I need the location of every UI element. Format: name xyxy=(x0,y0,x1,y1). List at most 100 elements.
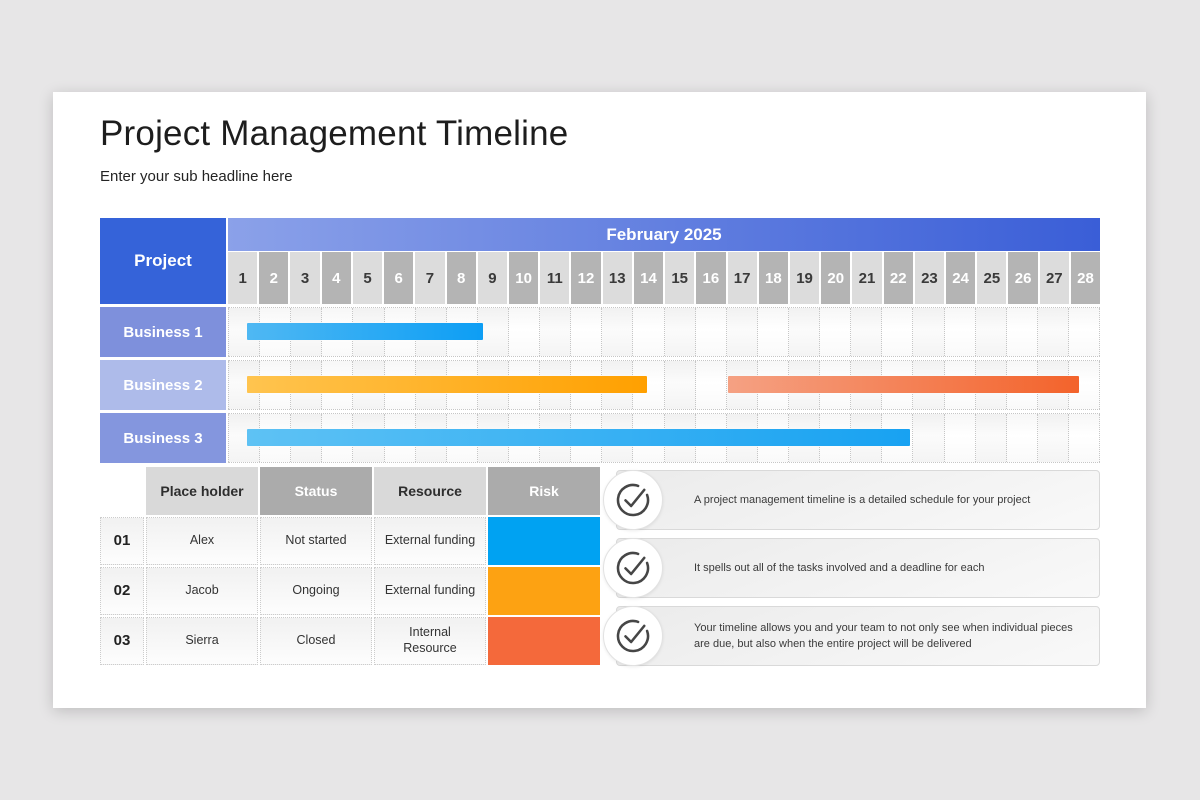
status-table: Place holder Status Resource Risk 01 Alex Not … xyxy=(100,467,600,665)
day-header-12: 12 xyxy=(571,252,601,304)
gantt-grid-cell xyxy=(664,308,696,356)
day-header-19: 19 xyxy=(789,252,820,304)
day-header-6: 6 xyxy=(384,252,414,304)
gantt-grid-cell xyxy=(1037,308,1069,356)
day-header-9: 9 xyxy=(477,252,507,304)
day-header-4: 4 xyxy=(321,252,351,304)
page-subtitle: Enter your sub headline here xyxy=(100,168,293,185)
table-corner-spacer xyxy=(100,467,144,515)
gantt-grid-cell xyxy=(571,308,603,356)
table-cell-resource: External funding xyxy=(374,517,486,565)
day-header-15: 15 xyxy=(665,252,695,304)
note-item: A project management timeline is a detai… xyxy=(603,470,1100,530)
gantt-grid-cell xyxy=(975,308,1007,356)
table-cell-resource: Internal Resource xyxy=(374,617,486,665)
gantt-row-label: Business 3 xyxy=(100,413,226,463)
gantt-grid-cell xyxy=(913,414,945,462)
gantt-grid-cell xyxy=(913,308,945,356)
day-header-20: 20 xyxy=(821,252,851,304)
check-circle-badge xyxy=(603,470,663,530)
table-cell-risk-swatch xyxy=(488,567,600,615)
day-header-10: 10 xyxy=(508,252,539,304)
gantt-chart: Project February 2025 1 2 3 4 5 6 7 8 9 10 11 12 13 1… xyxy=(100,218,1101,466)
day-header-17: 17 xyxy=(727,252,757,304)
day-header-16: 16 xyxy=(696,252,726,304)
gantt-grid-cell xyxy=(1006,414,1038,462)
note-text: A project management timeline is a detai… xyxy=(616,470,1100,530)
check-circle-icon xyxy=(616,483,650,517)
day-header-5: 5 xyxy=(352,252,383,304)
day-header-1: 1 xyxy=(228,252,258,304)
day-header-18: 18 xyxy=(758,252,788,304)
slide-card: Project Management Timeline Enter your s… xyxy=(53,92,1146,708)
day-header-14: 14 xyxy=(633,252,664,304)
table-cell-resource: External funding xyxy=(374,567,486,615)
day-header-28: 28 xyxy=(1070,252,1101,304)
gantt-grid-cell xyxy=(882,308,914,356)
gantt-grid-cell xyxy=(757,308,789,356)
gantt-grid xyxy=(228,307,1101,463)
gantt-row-labels: Business 1 Business 2 Business 3 xyxy=(100,307,226,466)
day-header-3: 3 xyxy=(290,252,320,304)
table-header-status: Status xyxy=(260,467,372,515)
day-header-21: 21 xyxy=(852,252,882,304)
gantt-grid-cell xyxy=(944,308,976,356)
gantt-grid-cell xyxy=(477,308,509,356)
gantt-grid-cell xyxy=(633,308,665,356)
gantt-grid-cell xyxy=(788,308,821,356)
table-row-number: 01 xyxy=(100,517,144,565)
gantt-grid-cell xyxy=(1068,414,1101,462)
note-text: It spells out all of the tasks involved … xyxy=(616,538,1100,598)
table-cell-placeholder: Jacob xyxy=(146,567,258,615)
table-row-number: 02 xyxy=(100,567,144,615)
gantt-grid-cell xyxy=(944,414,976,462)
day-header-11: 11 xyxy=(540,252,570,304)
gantt-row-label: Business 1 xyxy=(100,307,226,357)
gantt-corner-label: Project xyxy=(100,218,226,304)
check-circle-icon xyxy=(616,619,650,653)
gantt-grid-cell xyxy=(508,308,541,356)
table-cell-status: Closed xyxy=(260,617,372,665)
gantt-grid-cell xyxy=(851,308,883,356)
gantt-grid-cell xyxy=(664,361,696,409)
gantt-grid-cell xyxy=(726,308,758,356)
gantt-bar xyxy=(246,323,483,340)
gantt-grid-cell xyxy=(695,308,727,356)
gantt-grid-cell xyxy=(602,308,634,356)
day-header-22: 22 xyxy=(883,252,913,304)
day-header-8: 8 xyxy=(446,252,476,304)
gantt-grid-cell xyxy=(820,308,852,356)
day-header-2: 2 xyxy=(259,252,289,304)
table-row-number: 03 xyxy=(100,617,144,665)
gantt-grid-cell xyxy=(540,308,572,356)
check-circle-icon xyxy=(616,551,650,585)
day-header-26: 26 xyxy=(1008,252,1038,304)
day-header-13: 13 xyxy=(602,252,632,304)
table-cell-status: Ongoing xyxy=(260,567,372,615)
gantt-grid-cell xyxy=(1037,414,1069,462)
day-header-23: 23 xyxy=(914,252,945,304)
table-header-place-holder: Place holder xyxy=(146,467,258,515)
page-title: Project Management Timeline xyxy=(100,114,569,153)
gantt-month-header: February 2025 xyxy=(228,218,1100,251)
note-item: Your timeline allows you and your team t… xyxy=(603,606,1100,666)
gantt-bar xyxy=(728,376,1079,393)
gantt-grid-cell xyxy=(1068,308,1101,356)
table-cell-placeholder: Sierra xyxy=(146,617,258,665)
gantt-bar xyxy=(246,376,647,393)
gantt-grid-cell xyxy=(975,414,1007,462)
check-circle-badge xyxy=(603,538,663,598)
day-header-27: 27 xyxy=(1039,252,1069,304)
day-header-25: 25 xyxy=(977,252,1007,304)
check-circle-badge xyxy=(603,606,663,666)
table-cell-status: Not started xyxy=(260,517,372,565)
gantt-grid-cell xyxy=(695,361,727,409)
table-header-resource: Resource xyxy=(374,467,486,515)
table-cell-risk-swatch xyxy=(488,517,600,565)
gantt-day-axis: 1 2 3 4 5 6 7 8 9 10 11 12 13 14 15 16 17 18 19 20 21 22 23 24 2… xyxy=(228,252,1101,304)
table-header-risk: Risk xyxy=(488,467,600,515)
note-text: Your timeline allows you and your team t… xyxy=(616,606,1100,666)
table-cell-placeholder: Alex xyxy=(146,517,258,565)
gantt-row-label: Business 2 xyxy=(100,360,226,410)
gantt-grid-cell xyxy=(1006,308,1038,356)
